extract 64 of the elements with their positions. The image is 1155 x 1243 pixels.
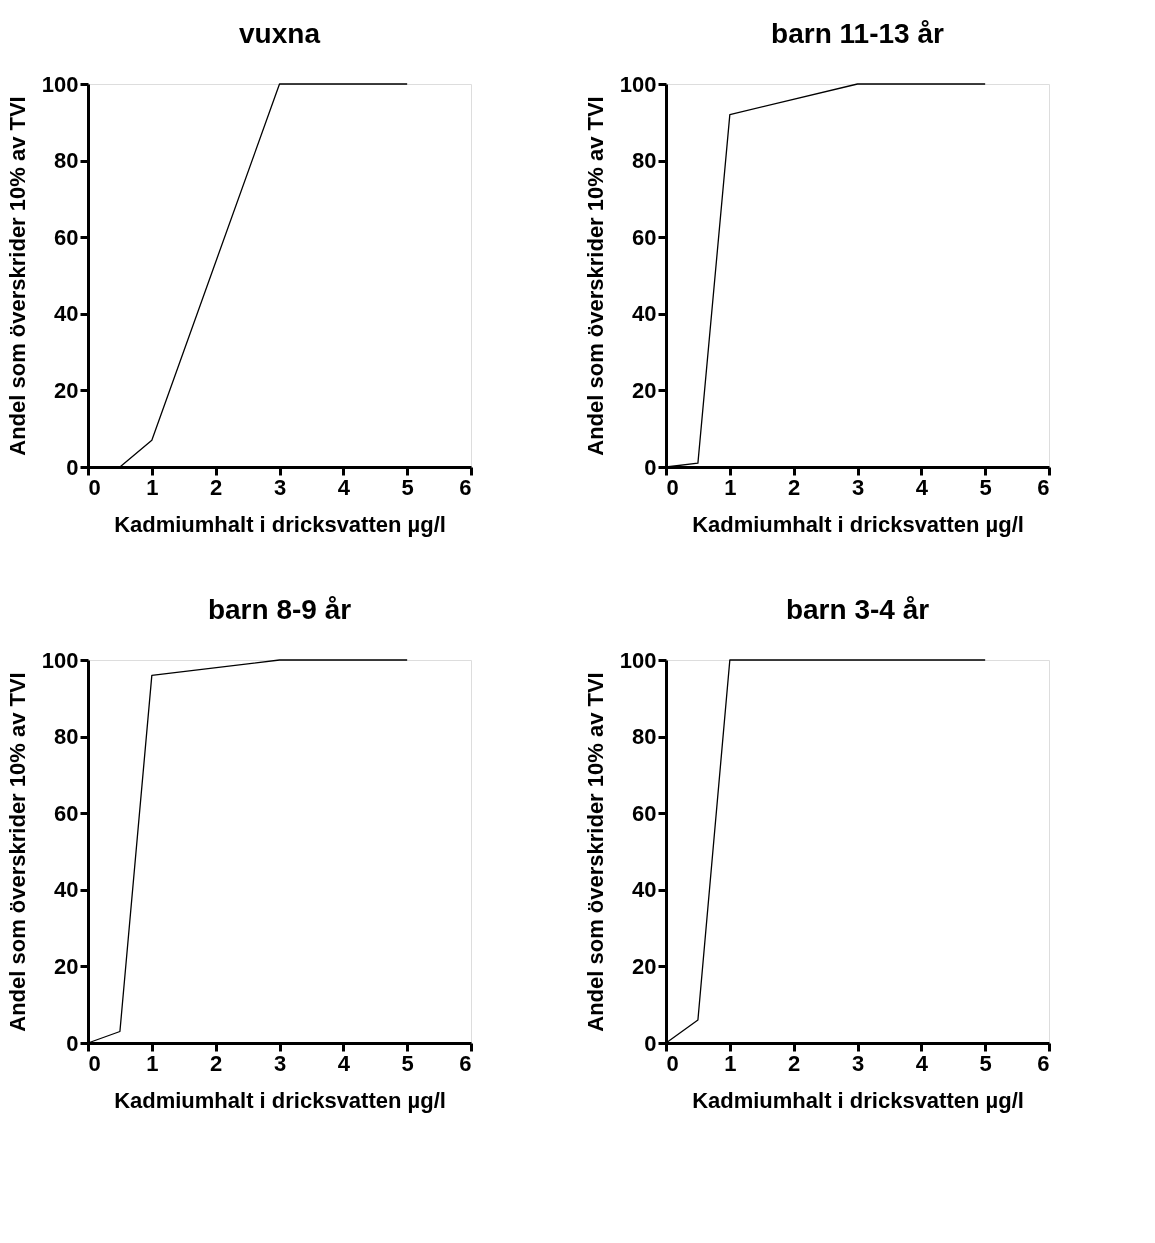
x-tick-label: 4 bbox=[915, 474, 929, 500]
x-tick-label: 6 bbox=[459, 474, 472, 500]
y-axis-title: Andel som överskrider 10% av TVI bbox=[4, 672, 30, 1032]
x-tick-label: 0 bbox=[88, 1050, 101, 1076]
x-tick-label: 6 bbox=[459, 1050, 472, 1076]
y-tick-label: 60 bbox=[632, 224, 657, 250]
y-tick-label: 20 bbox=[632, 953, 657, 979]
y-tick-label: 80 bbox=[632, 724, 657, 750]
x-tick-label: 0 bbox=[666, 1050, 679, 1076]
x-tick-label: 0 bbox=[666, 474, 679, 500]
x-tick-label: 3 bbox=[851, 1050, 865, 1076]
x-tick-label: 1 bbox=[146, 474, 159, 500]
y-tick-label: 0 bbox=[644, 1030, 657, 1056]
y-tick-label: 80 bbox=[54, 724, 79, 750]
x-tick-label: 4 bbox=[337, 1050, 351, 1076]
x-tick-label: 1 bbox=[724, 474, 737, 500]
x-tick-label: 0 bbox=[88, 474, 101, 500]
y-tick-label: 20 bbox=[54, 377, 79, 403]
x-tick-label: 2 bbox=[788, 1050, 801, 1076]
y-tick-label: 20 bbox=[632, 377, 657, 403]
y-tick-label: 40 bbox=[632, 301, 657, 327]
y-tick-label: 60 bbox=[54, 224, 79, 250]
x-tick-label: 3 bbox=[273, 474, 287, 500]
x-tick-label: 6 bbox=[1037, 474, 1050, 500]
y-axis-title: Andel som överskrider 10% av TVI bbox=[582, 672, 608, 1032]
x-tick-label: 5 bbox=[979, 1050, 992, 1076]
y-tick-label: 100 bbox=[41, 71, 79, 97]
x-tick-label: 5 bbox=[401, 474, 414, 500]
x-tick-label: 4 bbox=[337, 474, 351, 500]
chart-title: barn 11-13 år bbox=[771, 18, 944, 49]
y-tick-label: 0 bbox=[644, 454, 657, 480]
y-tick-label: 40 bbox=[632, 877, 657, 903]
y-tick-label: 100 bbox=[619, 647, 657, 673]
x-axis-title: Kadmiumhalt i dricksvatten µg/l bbox=[114, 511, 446, 537]
x-axis-title: Kadmiumhalt i dricksvatten µg/l bbox=[114, 1087, 446, 1113]
y-tick-label: 0 bbox=[66, 454, 79, 480]
x-tick-label: 5 bbox=[979, 474, 992, 500]
x-tick-label: 2 bbox=[210, 1050, 223, 1076]
x-axis-title: Kadmiumhalt i dricksvatten µg/l bbox=[692, 511, 1024, 537]
y-axis-title: Andel som överskrider 10% av TVI bbox=[4, 96, 30, 456]
x-tick-label: 1 bbox=[724, 1050, 737, 1076]
y-tick-label: 100 bbox=[41, 647, 79, 673]
y-tick-label: 40 bbox=[54, 877, 79, 903]
x-tick-label: 5 bbox=[401, 1050, 414, 1076]
y-tick-label: 80 bbox=[632, 148, 657, 174]
chart-title: barn 3-4 år bbox=[785, 594, 930, 625]
chart-title: vuxna bbox=[239, 18, 321, 49]
y-tick-label: 60 bbox=[54, 800, 79, 826]
y-tick-label: 100 bbox=[619, 71, 657, 97]
y-tick-label: 40 bbox=[54, 301, 79, 327]
y-tick-label: 60 bbox=[632, 800, 657, 826]
x-tick-label: 6 bbox=[1037, 1050, 1050, 1076]
y-tick-label: 80 bbox=[54, 148, 79, 174]
x-tick-label: 4 bbox=[915, 1050, 929, 1076]
y-tick-label: 20 bbox=[54, 953, 79, 979]
x-tick-label: 1 bbox=[146, 1050, 159, 1076]
x-tick-label: 2 bbox=[210, 474, 223, 500]
x-tick-label: 3 bbox=[273, 1050, 287, 1076]
x-axis-title: Kadmiumhalt i dricksvatten µg/l bbox=[692, 1087, 1024, 1113]
x-tick-label: 2 bbox=[788, 474, 801, 500]
chart-title: barn 8-9 år bbox=[207, 594, 352, 625]
x-tick-label: 3 bbox=[851, 474, 865, 500]
y-axis-title: Andel som överskrider 10% av TVI bbox=[582, 96, 608, 456]
y-tick-label: 0 bbox=[66, 1030, 79, 1056]
